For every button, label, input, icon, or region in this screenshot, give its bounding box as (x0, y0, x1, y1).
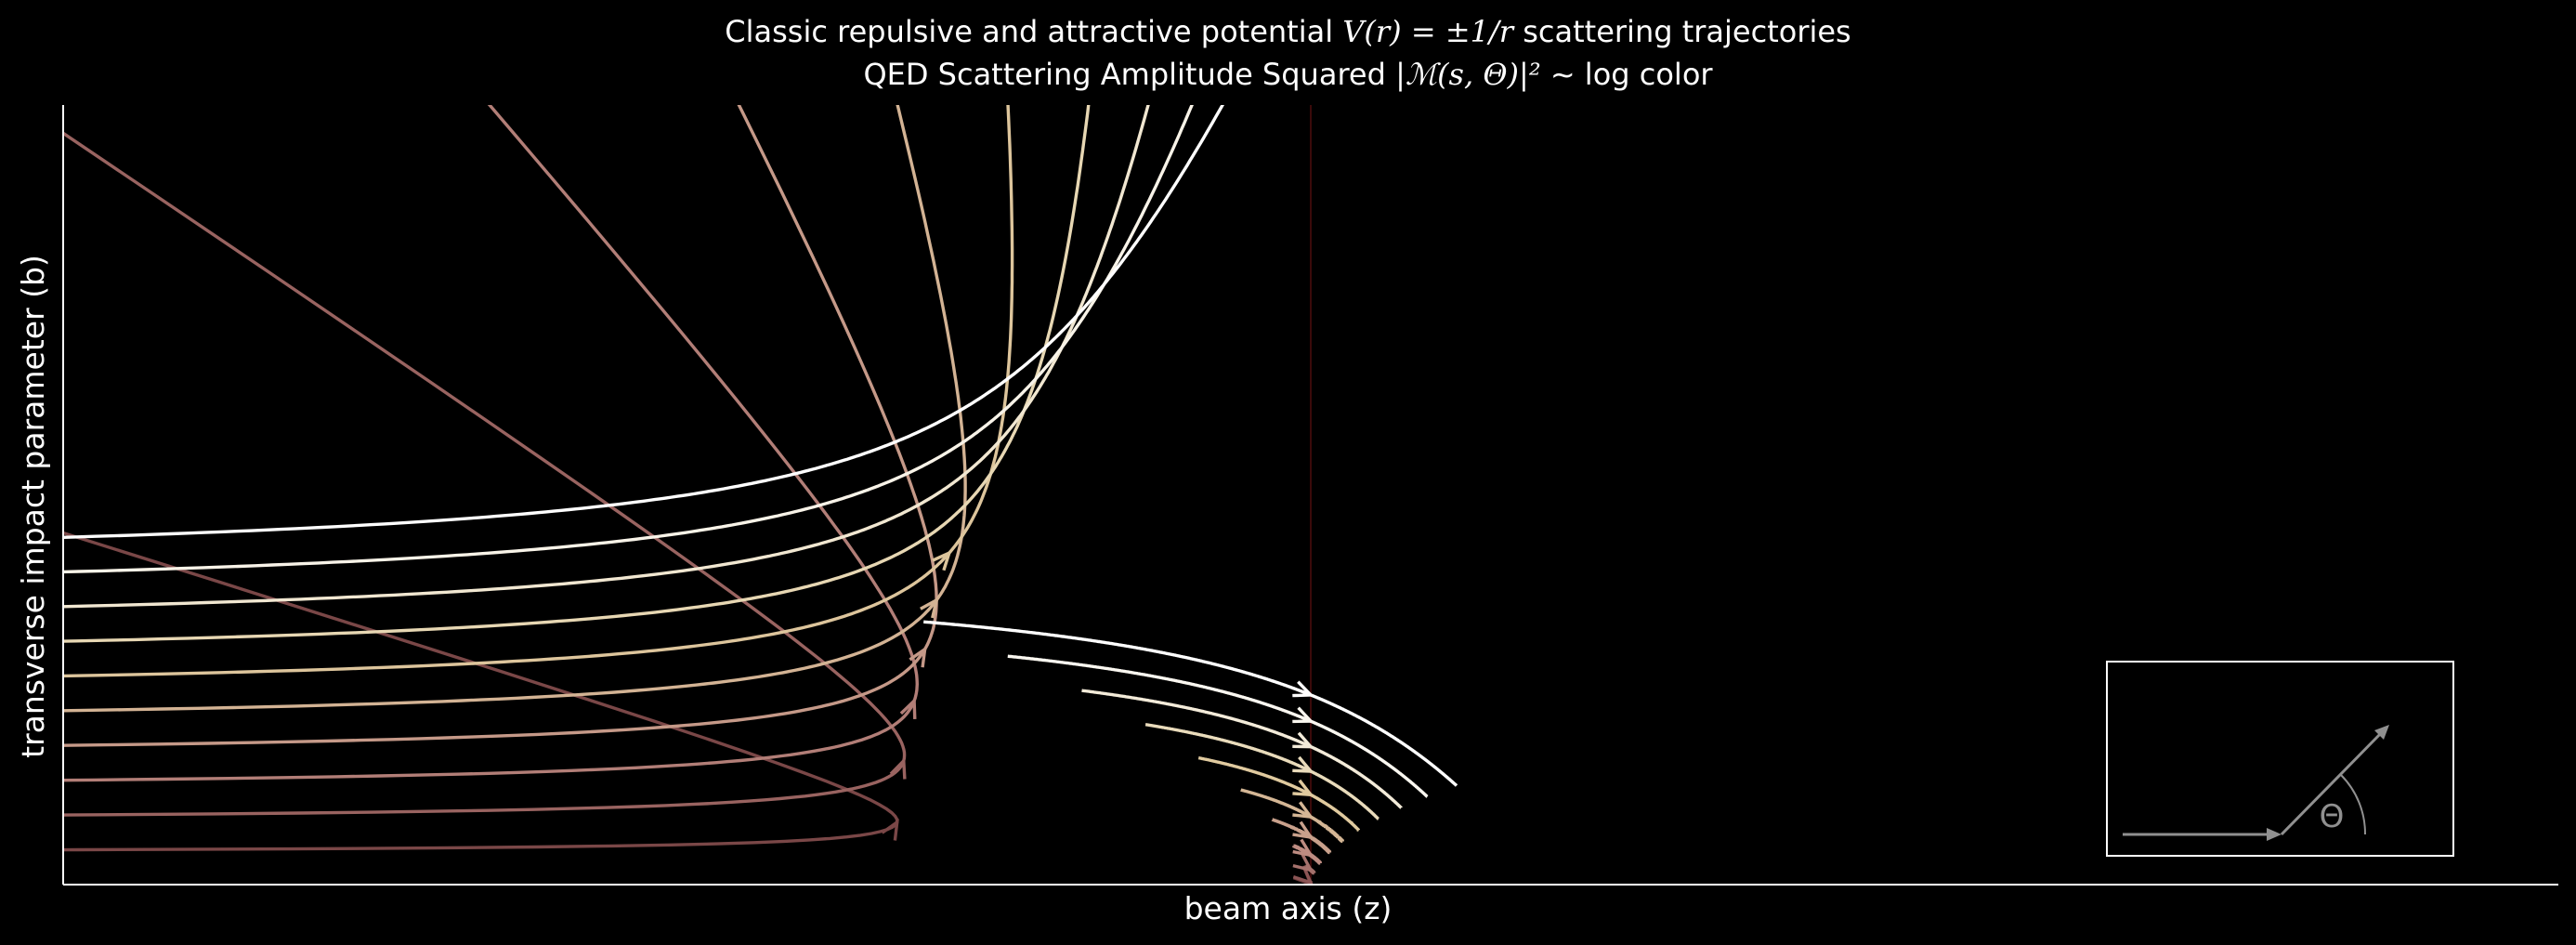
attractive-direction-arrow-9 (1292, 731, 1314, 749)
deflection-angle-arc (2340, 774, 2367, 835)
repulsive-direction-arrow-6 (932, 549, 952, 571)
attractive-direction-arrow-8 (1292, 755, 1314, 773)
repulsive-direction-arrow-4 (909, 646, 927, 668)
deflected-beam-arrow (2280, 728, 2386, 836)
repulsive-trajectory-2 (63, 131, 907, 817)
attractive-direction-arrow-7 (1292, 779, 1314, 797)
chart-title: Classic repulsive and attractive potenti… (725, 14, 1851, 49)
angle-theta-label: Θ (2320, 798, 2345, 835)
inset-frame (2106, 661, 2454, 857)
trajectory-layer (63, 105, 1458, 885)
chart-subtitle: QED Scattering Amplitude Squared |ℳ(s, Θ… (863, 57, 1713, 92)
deflected-arrowhead (2374, 725, 2389, 740)
repulsive-direction-arrow-1 (881, 819, 899, 841)
repulsive-trajectory-5 (63, 105, 967, 713)
attractive-direction-arrow-2 (1292, 865, 1314, 885)
attractive-direction-arrow-4 (1292, 838, 1314, 858)
attractive-trajectory-5 (1271, 818, 1332, 855)
attractive-trajectory-11 (923, 620, 1458, 787)
incoming-arrowhead (2267, 828, 2282, 841)
repulsive-direction-arrow-2 (889, 756, 907, 780)
title-formula: V(r) = ±1/r (1342, 14, 1514, 49)
repulsive-trajectory-3 (63, 105, 920, 782)
attractive-direction-arrow-10 (1292, 706, 1314, 724)
x-axis-label: beam axis (z) (1183, 890, 1393, 926)
repulsive-trajectory-1 (63, 531, 899, 852)
repulsive-trajectory-8 (63, 105, 1150, 609)
repulsive-direction-arrow-3 (899, 697, 917, 719)
deflection-inset: Θ (2106, 661, 2454, 857)
subtitle-formula: |ℳ(s, Θ)|² (1395, 57, 1541, 92)
attractive-direction-arrow-5 (1292, 820, 1314, 840)
y-axis-label: transverse impact parameter (b) (15, 255, 51, 758)
attractive-direction-arrow-11 (1292, 680, 1314, 698)
repulsive-trajectory-9 (63, 105, 1194, 574)
attractive-trajectory-7 (1197, 755, 1361, 832)
attractive-trajectory-6 (1240, 788, 1344, 844)
attractive-direction-arrow-6 (1292, 801, 1314, 820)
repulsive-direction-arrow-5 (920, 597, 939, 619)
attractive-direction-arrow-3 (1292, 853, 1314, 873)
repulsive-trajectory-10 (63, 105, 1225, 539)
repulsive-trajectory-7 (63, 105, 1091, 643)
